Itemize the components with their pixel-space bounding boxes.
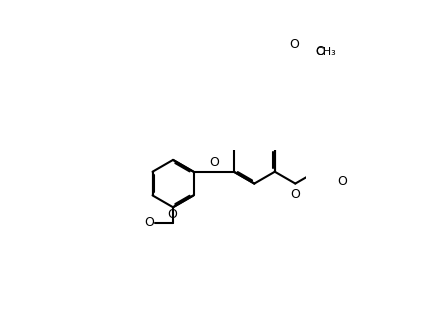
Text: O: O — [209, 156, 219, 169]
Text: O: O — [337, 175, 347, 188]
Text: CH₃: CH₃ — [315, 47, 336, 57]
Text: O: O — [290, 188, 300, 201]
Text: O: O — [315, 45, 325, 58]
Text: O: O — [144, 216, 154, 229]
Text: O: O — [167, 209, 177, 221]
Text: O: O — [289, 38, 299, 51]
